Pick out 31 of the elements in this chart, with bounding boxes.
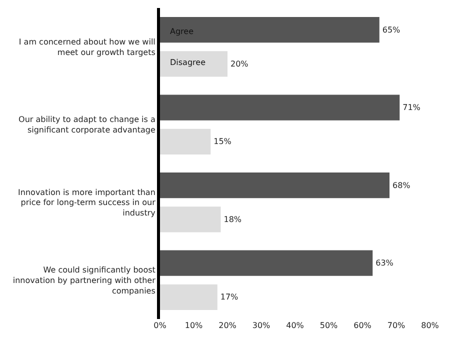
bar — [160, 206, 221, 232]
x-tick-label: 20% — [218, 321, 237, 330]
data-label: 17% — [220, 292, 239, 302]
bar — [160, 128, 211, 155]
data-label: 15% — [214, 137, 232, 146]
bar — [160, 172, 390, 198]
x-tick-label: 40% — [286, 321, 304, 330]
y-tick-label: We could significantly boost innovation by partnering with other companies — [12, 266, 156, 296]
data-label: 71% — [402, 103, 421, 112]
bar — [160, 284, 218, 310]
data-label: 65% — [382, 25, 401, 34]
data-label: 18% — [224, 214, 242, 224]
y-tick-label: Innovation is more important than price for long-term success in our industry — [18, 188, 156, 218]
x-tick-label: 10% — [184, 321, 204, 330]
bar — [160, 94, 400, 120]
series-label: Disagree — [170, 58, 206, 67]
bar — [160, 51, 228, 77]
x-tick-label: 60% — [354, 321, 372, 330]
data-label: 20% — [230, 59, 249, 68]
data-label: 68% — [392, 180, 411, 190]
x-tick-label: 30% — [252, 321, 271, 330]
x-tick-label: 70% — [387, 321, 406, 330]
bar — [160, 250, 373, 276]
y-tick-label: I am concerned about how we will meet our growth targets — [18, 37, 156, 57]
x-tick-label: 0% — [154, 321, 167, 330]
series-label: Agree — [170, 27, 194, 36]
data-label: 63% — [376, 258, 394, 268]
x-tick-label: 50% — [320, 321, 338, 330]
y-tick-label: Our ability to adapt to change is a significant corporate advantage — [18, 115, 156, 135]
x-tick-label: 80% — [421, 321, 440, 330]
bar — [160, 16, 380, 43]
